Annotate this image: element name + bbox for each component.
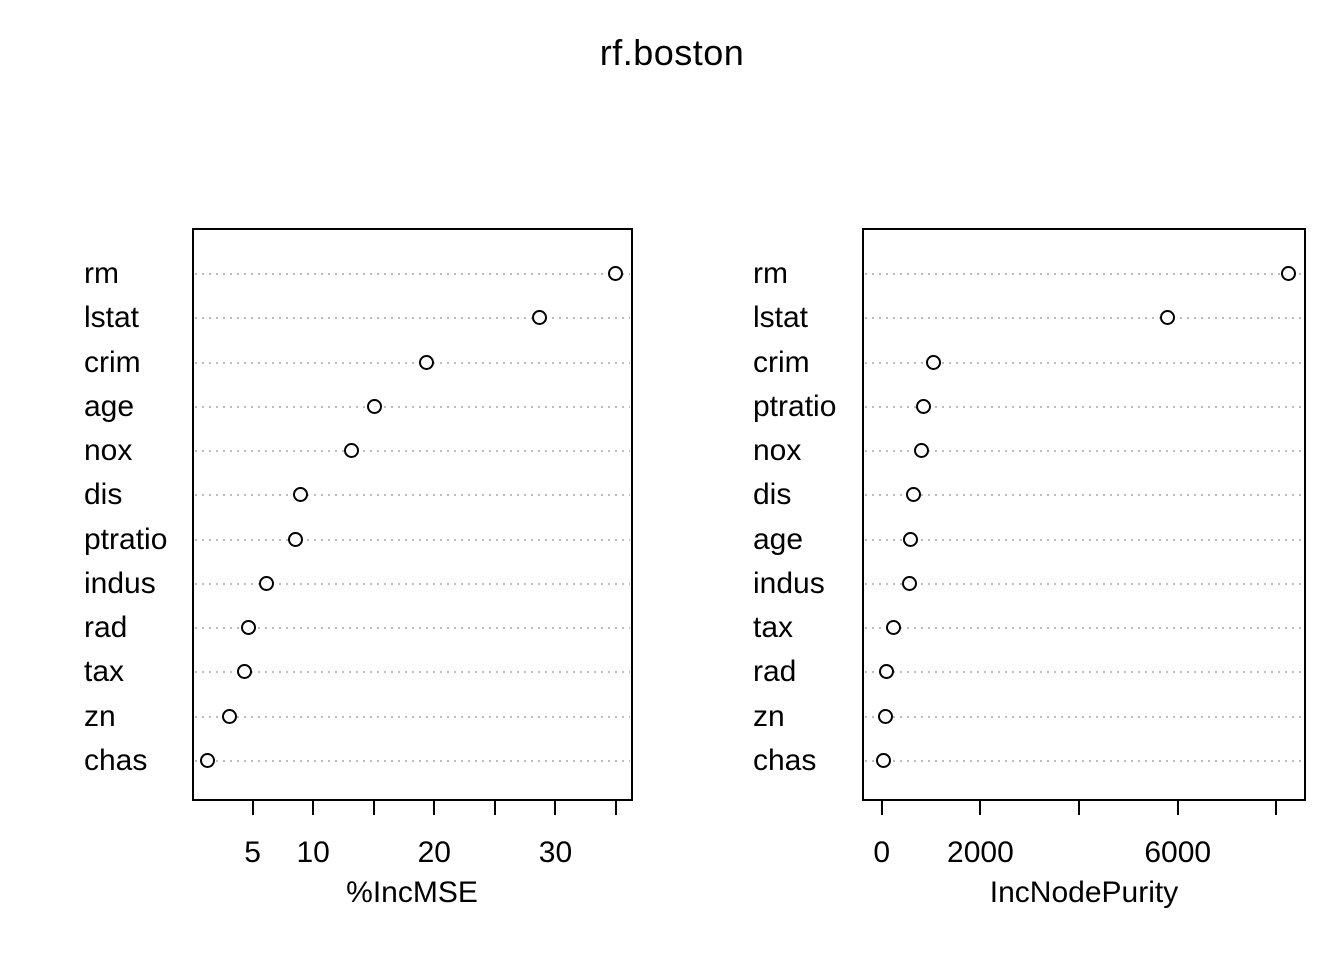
row-gridline	[865, 760, 1303, 762]
category-label-chas: chas	[84, 744, 148, 777]
x-axis-tick	[880, 801, 883, 815]
x-axis-tick-label: 6000	[1144, 836, 1212, 869]
category-label-rm: rm	[753, 257, 788, 290]
x-axis-tick	[1275, 801, 1278, 815]
row-gridline	[195, 760, 630, 762]
category-label-zn: zn	[753, 699, 785, 733]
data-point-lstat	[531, 310, 547, 326]
x-axis-tick-label: 5	[244, 836, 261, 869]
category-label-age: age	[753, 522, 804, 556]
row-gridline	[195, 273, 630, 275]
data-point-rad	[878, 664, 894, 680]
data-point-ptratio	[288, 531, 304, 547]
x-axis-tick	[615, 801, 618, 815]
x-axis-tick-label: 30	[538, 836, 573, 869]
data-point-zn	[877, 708, 893, 724]
category-label-lstat: lstat	[84, 301, 140, 335]
data-point-dis	[906, 487, 922, 503]
x-axis-tick-label: 10	[296, 836, 330, 869]
x-axis-tick	[979, 801, 982, 815]
plot-box	[192, 228, 633, 801]
row-gridline	[195, 582, 630, 585]
row-gridline	[865, 317, 1303, 320]
data-point-lstat	[1160, 310, 1176, 326]
row-gridline	[195, 450, 630, 453]
category-label-indus: indus	[753, 566, 825, 600]
x-axis-tick	[251, 801, 254, 815]
category-label-indus: indus	[84, 566, 156, 600]
x-axis-tick	[372, 801, 375, 815]
x-axis-label-incnodepurity: IncNodePurity	[989, 876, 1179, 909]
data-point-rad	[240, 620, 256, 636]
row-gridline	[865, 361, 1303, 364]
x-axis-tick	[433, 801, 436, 815]
category-label-age: age	[84, 389, 135, 423]
row-gridline	[865, 273, 1303, 275]
x-axis-tick	[493, 801, 496, 815]
data-point-rm	[1281, 266, 1297, 281]
data-point-indus	[259, 575, 275, 591]
category-label-nox: nox	[84, 434, 133, 468]
x-axis-tick	[1176, 801, 1179, 815]
x-axis-tick-label: 20	[417, 836, 451, 869]
row-gridline	[865, 582, 1303, 585]
category-label-crim: crim	[84, 345, 141, 379]
plot-box	[862, 228, 1306, 801]
data-point-chas	[875, 753, 891, 768]
data-point-indus	[902, 575, 918, 591]
data-point-ptratio	[916, 398, 932, 414]
x-axis-tick	[312, 801, 315, 815]
row-gridline	[865, 671, 1303, 674]
category-label-lstat: lstat	[753, 301, 809, 335]
category-label-ptratio: ptratio	[84, 522, 168, 556]
x-axis-tick	[554, 801, 557, 815]
row-gridline	[865, 538, 1303, 541]
category-label-ptratio: ptratio	[753, 389, 837, 423]
category-label-chas: chas	[753, 744, 817, 777]
data-point-crim	[925, 354, 941, 370]
category-label-nox: nox	[753, 434, 802, 468]
category-label-tax: tax	[753, 611, 794, 645]
data-point-tax	[885, 620, 901, 636]
row-gridline	[865, 715, 1303, 718]
row-gridline	[195, 494, 630, 497]
x-axis-tick	[1078, 801, 1081, 815]
data-point-tax	[237, 664, 253, 680]
row-gridline	[195, 671, 630, 674]
row-gridline	[195, 405, 630, 408]
x-axis-tick-label: 2000	[947, 836, 1014, 869]
row-gridline	[865, 627, 1303, 630]
data-point-zn	[221, 708, 237, 724]
row-gridline	[195, 715, 630, 718]
x-axis-tick-label: 0	[873, 836, 891, 869]
data-point-nox	[914, 443, 930, 459]
data-point-age	[366, 398, 382, 414]
data-point-age	[903, 531, 919, 547]
row-gridline	[195, 317, 630, 320]
category-label-rad: rad	[753, 655, 797, 689]
data-point-crim	[419, 354, 435, 370]
category-label-tax: tax	[84, 655, 125, 689]
row-gridline	[865, 494, 1303, 497]
data-point-nox	[343, 443, 359, 459]
category-label-rm: rm	[84, 257, 119, 290]
category-label-crim: crim	[753, 345, 810, 379]
data-point-chas	[199, 753, 215, 768]
row-gridline	[195, 361, 630, 364]
data-point-rm	[608, 266, 624, 281]
category-label-dis: dis	[84, 478, 123, 512]
x-axis-label-incmse: %IncMSE	[346, 876, 478, 909]
category-label-zn: zn	[84, 699, 116, 733]
row-gridline	[865, 450, 1303, 453]
row-gridline	[195, 627, 630, 630]
category-label-dis: dis	[753, 478, 792, 512]
figure-title: rf.boston	[599, 32, 745, 73]
row-gridline	[195, 538, 630, 541]
row-gridline	[865, 405, 1303, 408]
data-point-dis	[293, 487, 309, 503]
category-label-rad: rad	[84, 611, 128, 645]
